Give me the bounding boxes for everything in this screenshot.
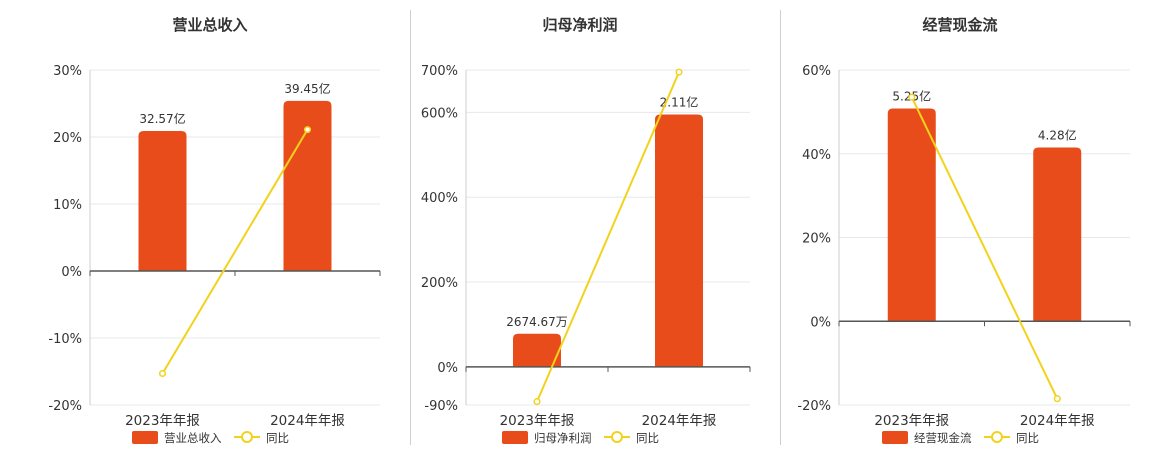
y-tick-label: 0% [437,361,458,376]
chart-title: 经营现金流 [922,16,997,34]
y-tick-label: 700% [421,64,458,79]
yoy-point [303,126,312,134]
legend-bar-swatch [502,431,528,444]
yoy-point [1053,395,1061,403]
legend-line-marker [611,431,623,443]
yoy-line [161,129,309,375]
yoy-point [675,68,683,76]
legend-line-label: 同比 [636,431,659,445]
x-tick-label: 2023年年报 [125,413,200,429]
y-tick-label: 0% [61,265,82,280]
x-tick-label: 2023年年报 [500,413,575,429]
legend-bar-label: 归母净利润 [534,431,592,445]
panel-divider [780,10,781,445]
x-tick-label: 2024年年报 [270,413,345,429]
chart-title: 营业总收入 [172,16,247,34]
y-tick-label: 600% [421,106,458,121]
bar-data-label: 4.28亿 [1038,127,1077,142]
bar-data-label: 32.57亿 [139,111,185,126]
legend-line-label: 同比 [266,431,289,445]
bar-data-label: 2674.67万 [506,315,568,329]
yoy-line [536,71,680,403]
bar [513,333,561,367]
y-tick-label: 30% [53,64,82,79]
y-tick-label: 20% [53,131,82,146]
y-tick-label: 400% [421,191,458,206]
yoy-line [910,96,1059,400]
bar [655,114,703,367]
y-tick-label: 200% [421,276,458,291]
y-tick-label: 0% [810,315,831,330]
bar-data-label: 39.45亿 [284,81,330,96]
bar [1033,147,1082,322]
y-tick-label: 20% [802,232,831,247]
legend-line-label: 同比 [1016,431,1039,445]
x-tick-label: 2024年年报 [642,413,717,429]
bar [138,130,187,271]
yoy-point [533,398,541,406]
chart-title: 归母净利润 [542,16,617,34]
bar-data-label: 2.11亿 [660,95,699,110]
y-tick-label: -20% [48,399,82,414]
yoy-point [158,369,167,378]
legend-bar-label: 经营现金流 [914,431,972,445]
legend-line-marker [991,431,1003,443]
legend-bar-swatch [132,431,158,444]
legend-line-marker [241,431,253,443]
panel-divider [410,10,411,445]
y-tick-label: -10% [48,332,82,347]
y-tick-label: 60% [802,64,831,79]
legend-bar-label: 营业总收入 [164,431,222,445]
x-tick-label: 2024年年报 [1020,413,1095,429]
bar [887,108,936,322]
y-tick-label: 40% [802,148,831,163]
x-tick-label: 2023年年报 [874,413,949,429]
bar [283,100,332,271]
y-tick-label: 10% [53,198,82,213]
y-tick-label: -20% [797,399,831,414]
y-tick-label: -90% [424,399,458,414]
legend-bar-swatch [882,431,908,444]
yoy-point [908,93,916,101]
